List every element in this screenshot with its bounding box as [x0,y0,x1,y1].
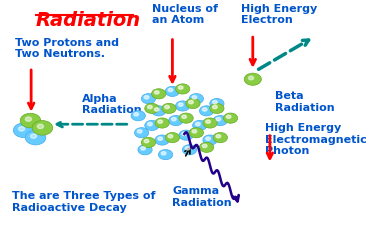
Circle shape [216,135,221,138]
Text: Radiation: Radiation [36,11,141,30]
Circle shape [165,105,169,109]
Circle shape [206,137,210,140]
Circle shape [202,144,207,148]
Circle shape [179,103,183,106]
Circle shape [196,122,200,126]
Circle shape [189,93,204,104]
Circle shape [131,111,146,121]
Circle shape [199,106,214,116]
Circle shape [152,89,166,99]
Circle shape [155,118,169,128]
Circle shape [154,108,159,111]
Circle shape [213,133,227,143]
Circle shape [202,108,207,111]
Circle shape [141,137,156,148]
Circle shape [189,101,193,104]
Text: Gamma
Radiation: Gamma Radiation [172,186,232,208]
Circle shape [192,130,197,133]
Circle shape [155,135,169,145]
Circle shape [141,147,146,150]
Circle shape [37,124,44,129]
Circle shape [169,115,183,126]
Circle shape [145,120,159,131]
Circle shape [158,137,163,140]
Circle shape [13,123,34,138]
Circle shape [206,120,210,123]
Circle shape [244,73,262,85]
Circle shape [20,113,41,128]
Circle shape [145,103,159,113]
Circle shape [203,118,217,128]
Circle shape [19,127,25,131]
Circle shape [158,150,173,160]
Circle shape [168,135,173,138]
Circle shape [158,120,163,123]
Circle shape [165,86,180,96]
Circle shape [144,96,149,99]
Circle shape [175,84,190,94]
Text: Two Protons and
Two Neutrons.: Two Protons and Two Neutrons. [15,38,119,60]
Circle shape [168,88,173,92]
Circle shape [134,113,139,116]
Circle shape [147,105,152,109]
Circle shape [179,130,193,140]
Circle shape [162,103,176,113]
Circle shape [182,132,186,136]
Circle shape [25,130,46,145]
Circle shape [179,113,193,123]
Circle shape [203,135,217,145]
Circle shape [25,117,31,121]
Circle shape [226,115,231,118]
Circle shape [144,139,149,143]
Circle shape [210,98,224,109]
Circle shape [216,118,221,121]
Circle shape [172,118,176,121]
Circle shape [175,101,190,111]
Circle shape [161,152,166,155]
Text: Alpha
Radiation: Alpha Radiation [82,94,141,115]
Circle shape [141,93,156,104]
Circle shape [147,122,152,126]
Circle shape [210,103,224,113]
Circle shape [213,105,217,109]
Circle shape [165,133,180,143]
Circle shape [223,113,238,123]
Text: High Energy
Electromagnetic
Photon: High Energy Electromagnetic Photon [265,123,366,156]
Text: High Energy
Electron: High Energy Electron [241,4,317,25]
Text: The are Three Types of
Radioactive Decay: The are Three Types of Radioactive Decay [12,191,155,213]
Circle shape [152,106,166,116]
Circle shape [179,86,183,89]
Circle shape [199,142,214,153]
Circle shape [193,120,207,131]
Circle shape [213,101,217,104]
Circle shape [138,145,152,155]
Circle shape [185,147,190,150]
Circle shape [189,128,204,138]
Circle shape [135,128,149,138]
Text: Nucleus of
an Atom: Nucleus of an Atom [152,4,218,25]
Circle shape [192,96,197,99]
Circle shape [32,121,53,135]
Circle shape [154,91,159,94]
Circle shape [213,115,227,126]
Circle shape [182,115,186,118]
Circle shape [30,134,37,138]
Circle shape [186,98,200,109]
Circle shape [137,130,142,133]
Text: Beta
Radiation: Beta Radiation [275,91,335,113]
Circle shape [249,76,254,80]
Circle shape [182,145,197,155]
